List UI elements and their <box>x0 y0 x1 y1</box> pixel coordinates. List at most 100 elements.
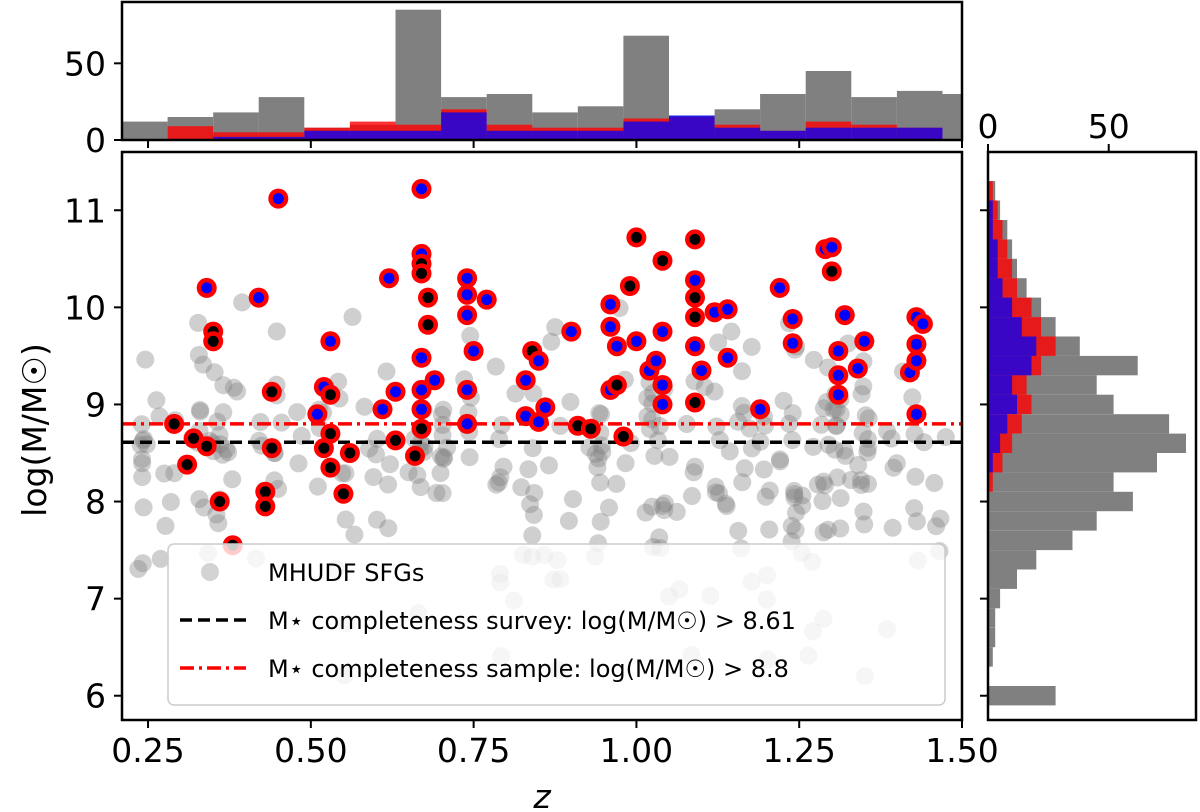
subsample-point-center <box>461 384 473 396</box>
tick-labels: 0.25 0.50 0.75 1.00 1.25 1.50 6 7 8 9 10 11 0 50 0 50 <box>64 44 1130 770</box>
background-point <box>655 501 674 520</box>
legend-label-sample: M⋆ completeness sample: log(M/M☉) > 8.8 <box>268 655 789 683</box>
background-point <box>267 322 286 341</box>
background-point <box>650 528 669 547</box>
background-point <box>137 435 156 454</box>
sample-point-center <box>214 496 226 507</box>
background-point <box>831 519 850 538</box>
background-point <box>855 515 874 534</box>
main-panel-frame <box>120 150 964 722</box>
background-point <box>408 466 427 485</box>
subsample-point-center <box>722 303 734 315</box>
background-point <box>722 322 741 341</box>
background-point <box>512 478 531 497</box>
background-point <box>214 376 233 395</box>
background-point <box>489 473 508 492</box>
sample-point-center <box>168 418 180 430</box>
background-point <box>854 377 873 396</box>
sample-point-center <box>422 292 434 304</box>
background-point <box>194 355 213 374</box>
background-point <box>487 475 506 494</box>
subsample-point-center <box>917 318 929 330</box>
right-hist-bar-all <box>988 511 1097 531</box>
background-point <box>824 400 843 419</box>
background-point <box>292 426 311 445</box>
right-hist-bar-all <box>988 647 993 667</box>
subsample-point-center <box>650 355 662 367</box>
y-tick-label: 9 <box>85 385 106 424</box>
top-hist-bar-subsample <box>669 115 715 140</box>
top-hist-bar-sample <box>213 132 259 140</box>
subsample-point-center <box>832 369 844 381</box>
background-point <box>760 520 779 539</box>
sample-point-center <box>259 500 271 512</box>
right-hist-tick-label: 50 <box>1088 107 1130 146</box>
background-point <box>729 412 748 431</box>
background-point <box>546 318 565 337</box>
background-point <box>706 483 725 502</box>
right-hist-bar-sample <box>988 200 998 220</box>
background-point <box>195 498 213 517</box>
background-point <box>491 468 510 487</box>
background-point <box>217 440 236 459</box>
right-hist-bar-subsample <box>988 414 1008 434</box>
background-point <box>308 477 327 496</box>
top-hist-bar-sample <box>167 126 214 140</box>
background-point <box>709 333 728 352</box>
top-hist-tick-label: 0 <box>85 121 106 160</box>
subsample-point-center <box>604 298 616 310</box>
subsample-point-center <box>910 355 922 367</box>
background-point <box>638 389 657 408</box>
sample-point-center <box>324 428 336 440</box>
background-point <box>542 332 561 351</box>
right-hist-bar-all <box>988 433 1186 453</box>
sample-point-center <box>266 386 278 398</box>
sample-point-center <box>826 265 838 277</box>
right-hist-bar-all <box>988 686 1056 706</box>
top-hist-bar-subsample <box>896 127 943 140</box>
background-point <box>883 518 902 537</box>
background-point <box>379 519 398 538</box>
background-point <box>593 442 612 461</box>
subsample-point-center <box>832 389 844 401</box>
background-point <box>831 405 850 423</box>
sample-point-center <box>422 319 434 331</box>
background-point <box>813 492 832 511</box>
background-point <box>161 493 180 511</box>
background-point <box>431 464 450 483</box>
x-tick-label: 0.75 <box>437 731 510 770</box>
subsample-point-center <box>832 345 844 357</box>
background-point <box>645 446 664 465</box>
background-point <box>427 484 446 502</box>
subsample-point-center <box>604 321 616 333</box>
background-point <box>705 382 724 401</box>
background-point <box>815 476 834 495</box>
background-point <box>540 456 558 475</box>
right-hist-bar-subsample <box>988 317 1022 337</box>
background-point <box>525 484 544 502</box>
background-point <box>589 449 608 468</box>
right-hist-bar-subsample <box>988 297 1013 317</box>
top-hist-bar-subsample <box>258 136 305 140</box>
background-point <box>272 413 291 432</box>
background-point <box>210 426 229 445</box>
subsample-point-center <box>565 326 577 338</box>
background-point <box>336 510 355 529</box>
subsample-point-center <box>689 274 701 286</box>
top-hist-bar-subsample <box>714 127 761 140</box>
background-point <box>774 391 793 410</box>
background-point <box>433 484 452 503</box>
background-point <box>804 350 823 369</box>
sample-point-center <box>390 434 401 446</box>
background-point <box>660 447 679 466</box>
background-point <box>706 477 725 496</box>
background-point <box>650 416 669 435</box>
background-point <box>591 473 610 492</box>
subsample-point-center <box>533 355 545 367</box>
subsample-point-center <box>416 352 427 364</box>
background-point <box>189 313 208 332</box>
background-point <box>735 459 754 478</box>
sample-point-center <box>416 423 427 435</box>
subsample-point-center <box>253 292 265 304</box>
sample-point-center <box>344 447 356 459</box>
